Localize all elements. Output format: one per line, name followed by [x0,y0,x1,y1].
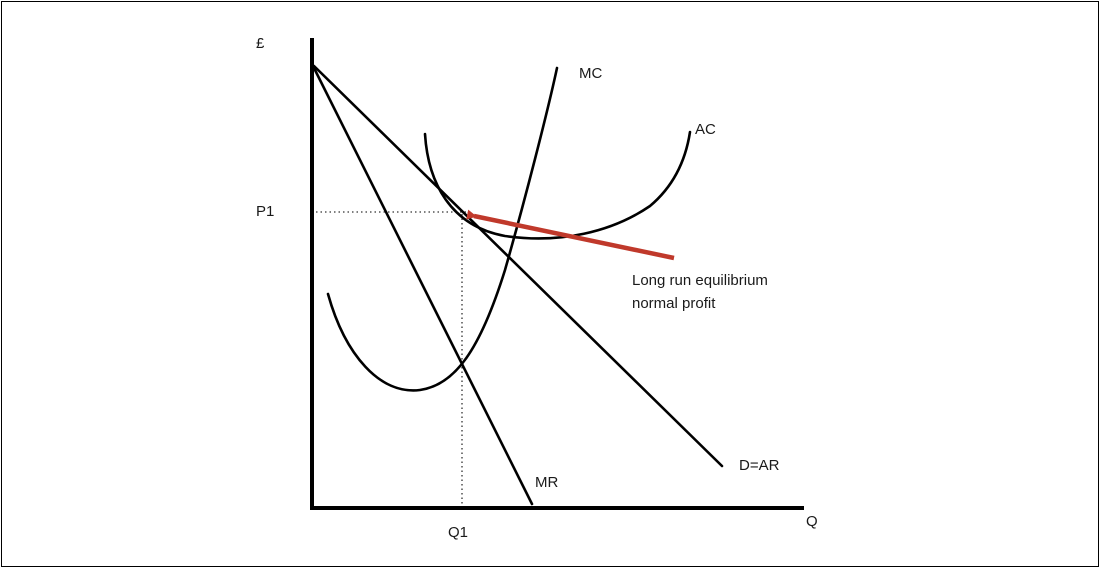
p1-label: P1 [256,203,274,220]
y-axis-label: £ [256,35,265,52]
mr-curve [312,66,534,506]
x-axis-label: Q [806,513,818,530]
ac-label: AC [695,121,716,138]
demand-ar-label: D=AR [739,457,780,474]
equilibrium-arrow [466,209,675,261]
mc-label: MC [579,65,602,82]
mc-curve [326,66,559,392]
mr-label: MR [535,474,558,491]
q1-label: Q1 [448,524,468,541]
annotation-line-2: normal profit [632,295,716,312]
ac-curve [423,130,692,240]
annotation-line-1: Long run equilibrium [632,272,768,289]
demand-ar-curve [312,64,724,468]
